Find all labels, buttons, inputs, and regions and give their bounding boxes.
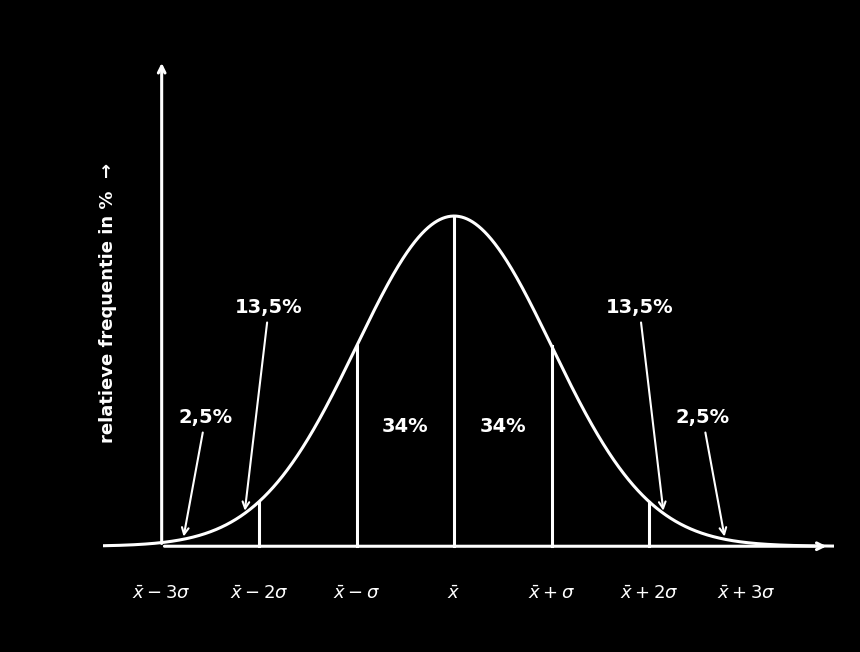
Text: 34%: 34%	[480, 417, 526, 436]
Text: 34%: 34%	[382, 417, 428, 436]
Text: 13,5%: 13,5%	[235, 298, 303, 509]
Text: 13,5%: 13,5%	[605, 298, 673, 509]
Text: relatieve frequentie in %  →: relatieve frequentie in % →	[99, 163, 117, 443]
Text: 2,5%: 2,5%	[676, 408, 729, 534]
Text: 2,5%: 2,5%	[179, 408, 232, 534]
